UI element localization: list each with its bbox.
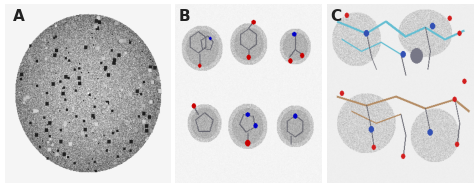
Text: B: B [178,9,190,24]
Text: C: C [330,9,341,24]
Text: A: A [13,9,25,24]
